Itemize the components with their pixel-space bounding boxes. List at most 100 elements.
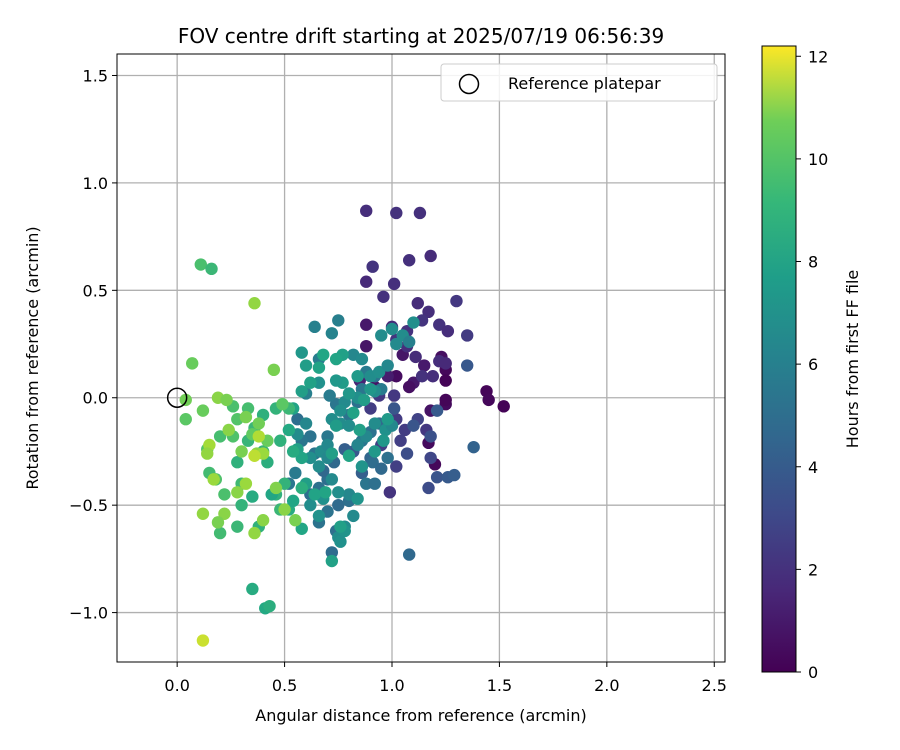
data-point [460, 359, 474, 372]
x-axis-label: Angular distance from reference (arcmin) [255, 706, 586, 725]
data-point [248, 449, 261, 462]
data-point [411, 297, 424, 310]
x-axis: 0.0 0.5 1.0 1.5 2.0 2.5 [164, 662, 727, 695]
y-tick-label: 1.0 [83, 174, 108, 193]
data-point [385, 322, 399, 336]
data-point [278, 503, 291, 516]
data-point [334, 520, 347, 533]
x-tick-label: 0.0 [164, 676, 189, 695]
data-point [387, 389, 401, 402]
data-point [231, 486, 244, 499]
data-point [402, 254, 416, 267]
colorbar-tick-label: 4 [808, 458, 818, 477]
data-point [295, 346, 308, 359]
data-point [366, 455, 379, 469]
x-tick-label: 2.0 [594, 676, 619, 695]
data-point [325, 447, 339, 460]
data-point [252, 417, 265, 430]
x-tick-label: 1.5 [487, 676, 512, 695]
data-point [276, 397, 289, 411]
data-point [319, 486, 332, 499]
colorbar-ticks: 0 2 4 6 8 10 12 [796, 47, 828, 682]
data-point [332, 314, 345, 327]
data-point [351, 438, 364, 452]
data-point [422, 481, 435, 495]
y-tick-label: 1.5 [83, 66, 108, 85]
legend-reference-marker [458, 73, 480, 95]
data-point [207, 473, 220, 486]
data-point [368, 477, 382, 490]
data-point [248, 297, 261, 310]
data-point [312, 509, 326, 523]
data-point [390, 206, 403, 220]
data-point [325, 554, 339, 568]
data-point [347, 406, 360, 419]
data-point [286, 494, 300, 508]
data-point [368, 417, 382, 430]
data-point [332, 486, 345, 499]
data-point [308, 488, 321, 501]
data-point [497, 400, 510, 413]
data-point [372, 365, 386, 379]
data-point [390, 460, 403, 473]
data-point [274, 434, 287, 447]
data-point [407, 316, 420, 329]
data-point [381, 359, 394, 372]
data-point [441, 324, 455, 338]
data-point [387, 277, 401, 291]
y-axis-label: Rotation from reference (arcmin) [23, 226, 42, 489]
data-point [218, 507, 231, 520]
colorbar-tick-label: 12 [808, 47, 828, 66]
data-point [368, 445, 382, 458]
data-point [239, 410, 253, 424]
colorbar-tick-label: 0 [808, 663, 818, 682]
data-point [383, 486, 397, 499]
data-point [360, 477, 373, 490]
data-point [317, 348, 330, 361]
data-point [342, 387, 356, 400]
data-point [402, 548, 416, 561]
chart-title: FOV centre drift starting at 2025/07/19 … [178, 24, 664, 48]
data-point [289, 466, 302, 480]
data-point [329, 419, 343, 432]
data-point [351, 370, 364, 383]
data-point [185, 357, 199, 370]
data-point [426, 370, 440, 383]
data-point [467, 440, 480, 454]
data-point [377, 434, 390, 447]
data-point [252, 430, 265, 443]
data-point [364, 402, 377, 415]
data-point [400, 447, 414, 460]
data-point [312, 376, 326, 389]
data-point [289, 514, 302, 527]
data-point [375, 462, 388, 475]
data-point [407, 419, 420, 432]
data-point [366, 260, 379, 273]
y-tick-label: −0.5 [69, 496, 108, 515]
data-point [295, 385, 308, 398]
data-point [342, 419, 356, 432]
x-tick-label: 0.5 [272, 676, 297, 695]
legend-box [440, 63, 718, 102]
data-point [353, 423, 366, 437]
colorbar-label: Hours from first FF file [843, 270, 862, 449]
data-point [355, 460, 369, 473]
data-point [332, 498, 345, 512]
data-point [194, 258, 207, 271]
data-point [304, 498, 317, 512]
data-point [256, 514, 270, 527]
data-point [179, 413, 192, 426]
data-point [299, 417, 313, 430]
grid-lines [117, 54, 725, 662]
data-point [439, 393, 452, 407]
data-point [364, 382, 377, 396]
data-point [286, 445, 300, 458]
legend-reference-label: Reference platepar [508, 74, 661, 93]
data-point [424, 451, 437, 465]
data-point [325, 327, 339, 340]
data-point [418, 359, 431, 372]
data-point [325, 473, 339, 486]
data-point [450, 294, 463, 308]
data-point [390, 337, 403, 351]
data-point [235, 445, 248, 458]
